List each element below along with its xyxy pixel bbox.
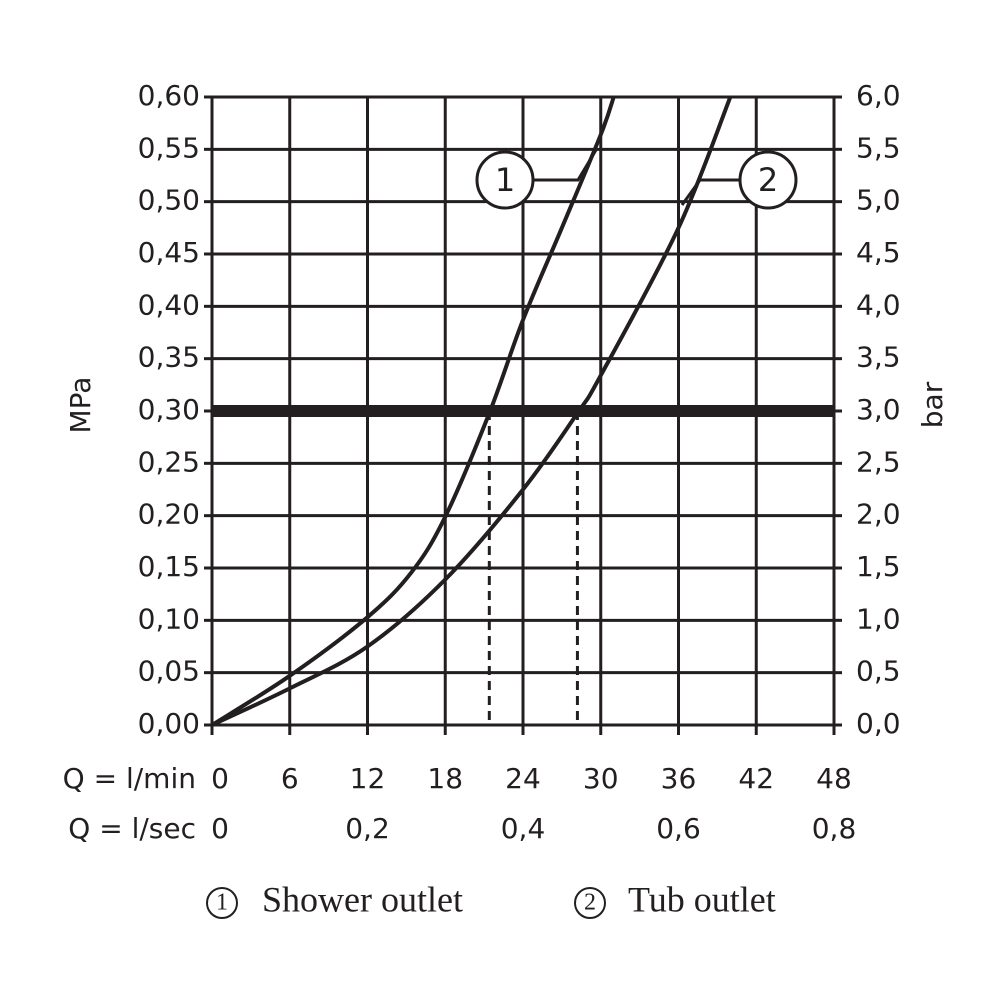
y-tick-label: 0,05 <box>138 655 200 688</box>
legend-label: Shower outlet <box>262 879 463 919</box>
y-tick-label: 0,25 <box>138 445 200 478</box>
y2-tick-label: 2,0 <box>856 498 901 531</box>
y2-tick-label: 4,5 <box>856 236 901 269</box>
y2-tick-label: 3,0 <box>856 393 901 426</box>
x-axis-label: Q = l/min <box>63 762 196 795</box>
y2-tick-label: 6,0 <box>856 79 901 112</box>
x-tick-label: 36 <box>661 762 697 795</box>
legend-circle <box>206 887 238 919</box>
y2-tick-label: 0,0 <box>856 707 901 740</box>
x2-tick-label: 0,6 <box>656 812 701 845</box>
y2-tick-label: 1,0 <box>856 602 901 635</box>
y2-tick-label: 1,5 <box>856 550 901 583</box>
x-tick-label: 12 <box>350 762 386 795</box>
y-tick-label: 0,40 <box>138 288 200 321</box>
series-line <box>210 96 616 727</box>
x2-tick-label: 0,8 <box>812 812 857 845</box>
x2-axis-label: Q = l/sec <box>68 812 196 845</box>
y-tick-label: 0,00 <box>138 707 200 740</box>
x-tick-label: 48 <box>816 762 852 795</box>
callout-label: 1 <box>495 161 515 199</box>
y-tick-label: 0,15 <box>138 550 200 583</box>
callout-label: 2 <box>758 161 778 199</box>
y2-tick-label: 2,5 <box>856 445 901 478</box>
callout-circle <box>475 150 535 210</box>
callout-leader <box>680 178 740 206</box>
y2-axis-label: bar <box>916 381 949 428</box>
x-tick-label: 30 <box>583 762 619 795</box>
x-tick-label: 0 <box>211 762 229 795</box>
callout-circle <box>738 150 798 210</box>
y-axis-label: MPa <box>64 377 97 434</box>
legend-marker: 2 <box>584 890 596 916</box>
legend-marker: 1 <box>216 890 228 916</box>
y2-tick-label: 5,0 <box>856 184 901 217</box>
x-tick-label: 6 <box>281 762 299 795</box>
callout-leader <box>533 149 598 182</box>
legend-label: Tub outlet <box>628 879 776 919</box>
y2-tick-label: 5,5 <box>856 131 901 164</box>
series-line <box>211 96 733 727</box>
x2-tick-label: 0,2 <box>345 812 390 845</box>
x-tick-label: 42 <box>738 762 774 795</box>
y-tick-label: 0,30 <box>138 393 200 426</box>
y-tick-label: 0,45 <box>138 236 200 269</box>
y-tick-label: 0,60 <box>138 79 200 112</box>
x2-tick-label: 0 <box>211 812 229 845</box>
y-tick-label: 0,20 <box>138 498 200 531</box>
x2-tick-label: 0,4 <box>501 812 546 845</box>
y-tick-label: 0,50 <box>138 184 200 217</box>
y2-tick-label: 0,5 <box>856 655 901 688</box>
y-tick-label: 0,55 <box>138 131 200 164</box>
y-tick-label: 0,35 <box>138 341 200 374</box>
x-tick-label: 24 <box>505 762 541 795</box>
y2-tick-label: 4,0 <box>856 288 901 321</box>
y2-tick-label: 3,5 <box>856 341 901 374</box>
legend-circle <box>574 887 606 919</box>
x-tick-label: 18 <box>427 762 463 795</box>
y-tick-label: 0,10 <box>138 602 200 635</box>
